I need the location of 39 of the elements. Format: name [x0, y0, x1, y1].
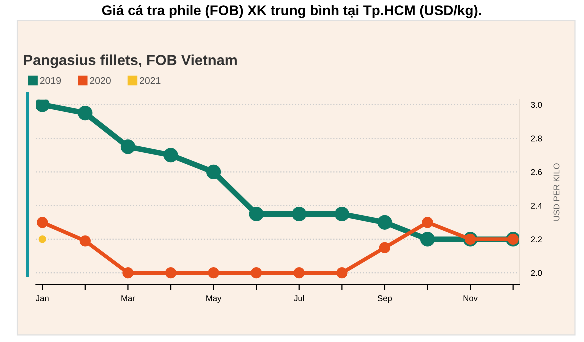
chart-title: Giá cá tra phile (FOB) XK trung bình tại Tp.HCM (USD/kg). — [102, 5, 482, 18]
y-tick-label: 2.0 — [531, 270, 542, 276]
point — [336, 268, 348, 279]
y-tick-label: 2.4 — [531, 203, 542, 209]
x-tick-label: Sep — [378, 296, 392, 304]
chart-subtitle: Pangasius fillets, FOB Vietnam — [24, 54, 237, 68]
point — [38, 236, 46, 244]
x-tick-label: May — [206, 296, 222, 304]
point — [36, 100, 50, 112]
y-tick-label: 2.6 — [531, 169, 542, 176]
point — [420, 232, 436, 247]
point — [165, 268, 177, 279]
x-tick-label: Nov — [464, 296, 478, 302]
point — [78, 106, 93, 121]
point — [122, 268, 134, 279]
point — [206, 164, 222, 180]
point — [292, 206, 307, 222]
point — [294, 268, 305, 279]
x-tick-label: Jan — [36, 296, 49, 302]
y-axis-title: USD PER KILO — [554, 164, 560, 221]
x-tick-label: Mar — [122, 296, 136, 302]
point — [334, 206, 350, 222]
point — [422, 217, 434, 228]
point — [379, 242, 391, 254]
y-tick-label: 3.0 — [531, 102, 542, 108]
point — [208, 268, 220, 279]
legend-label: 2019 — [40, 77, 62, 84]
y-tick-label: 2.2 — [531, 236, 542, 242]
legend-label: 2021 — [140, 77, 161, 84]
point — [249, 206, 264, 222]
point — [251, 268, 262, 279]
legend-label: 2020 — [90, 77, 111, 84]
x-tick-label: Jul — [294, 295, 304, 302]
point — [80, 236, 91, 247]
point — [164, 148, 178, 163]
point — [120, 140, 136, 154]
y-tick-label: 2.8 — [531, 136, 542, 142]
point — [378, 215, 392, 230]
point — [37, 217, 48, 228]
